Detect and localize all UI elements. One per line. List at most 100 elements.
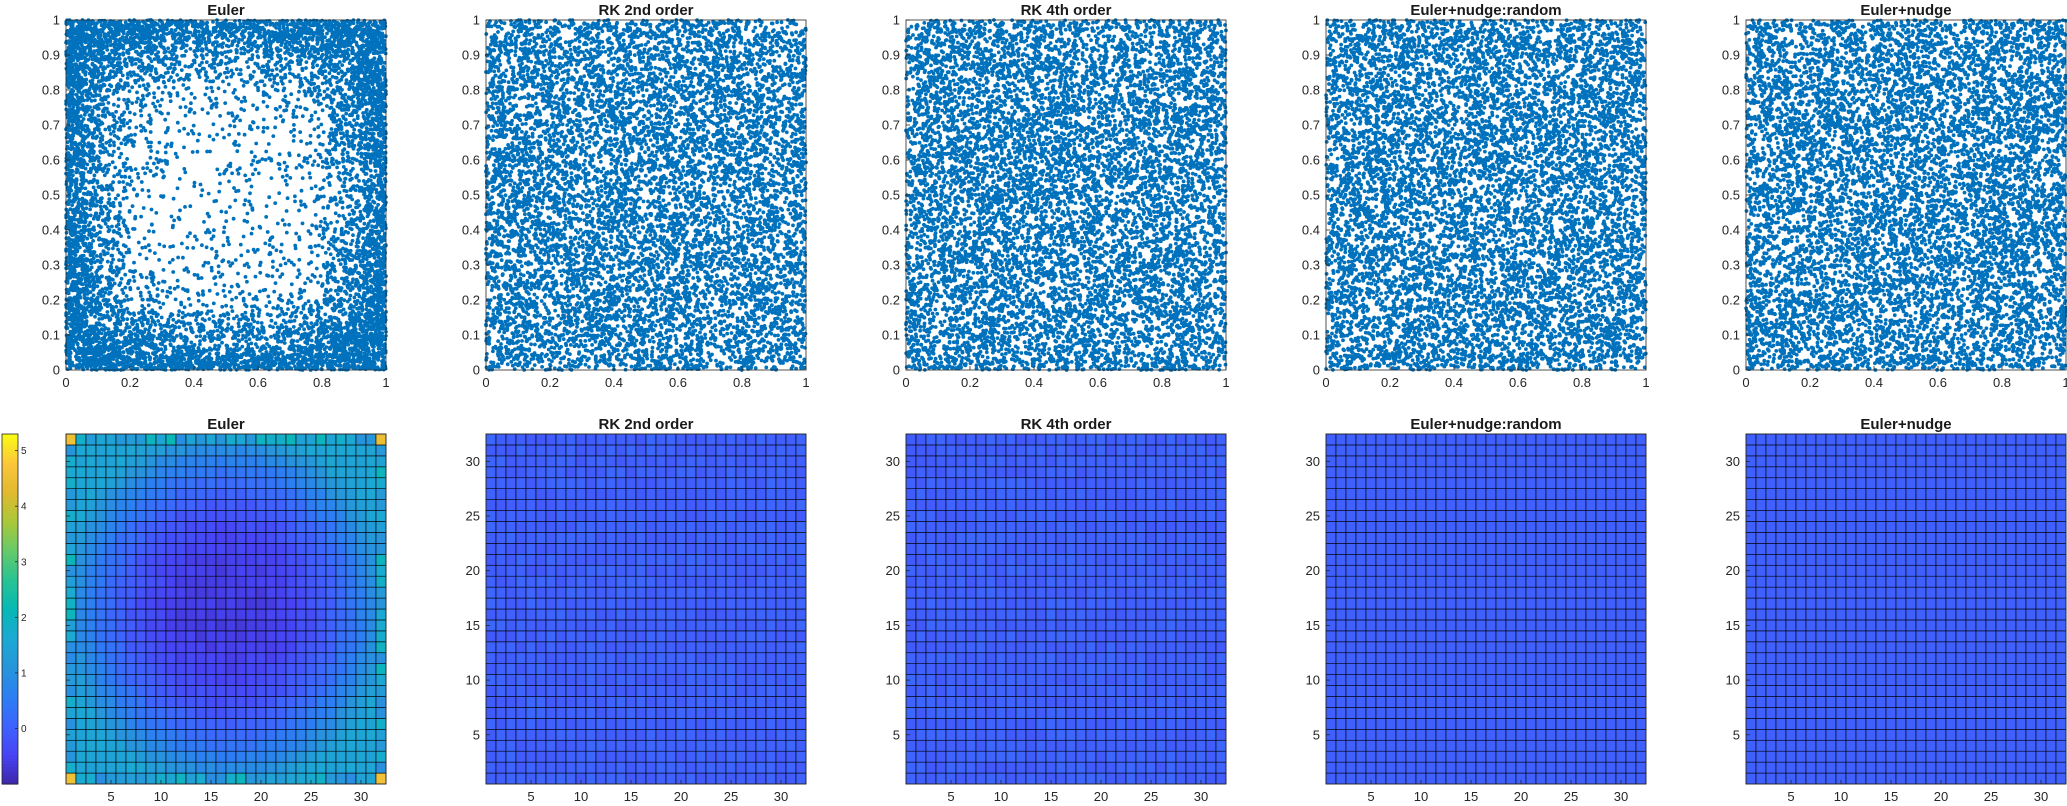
data-point: [222, 289, 226, 293]
data-point: [201, 57, 205, 61]
data-point: [85, 206, 89, 210]
data-point: [237, 172, 241, 176]
data-point: [309, 321, 313, 325]
data-point: [266, 295, 270, 299]
data-point: [360, 302, 364, 306]
data-point: [315, 267, 319, 271]
data-point: [370, 224, 374, 228]
data-point: [226, 236, 230, 240]
data-point: [147, 243, 151, 247]
data-point: [310, 223, 314, 227]
data-point: [284, 168, 288, 172]
data-point: [292, 325, 296, 329]
data-point: [141, 94, 145, 98]
data-point: [122, 189, 126, 193]
data-point: [102, 150, 106, 154]
data-point: [224, 55, 228, 59]
data-point: [172, 219, 176, 223]
panel-0-0: 0 0.2 0.4 0.6 0.8 100.10.20.30.40.50.60.70.80…: [42, 2, 390, 390]
data-point: [318, 187, 322, 191]
data-point: [177, 313, 181, 317]
data-point: [297, 55, 301, 59]
data-point: [343, 177, 347, 181]
data-point: [97, 185, 101, 189]
data-point: [304, 66, 308, 70]
data-point: [147, 229, 151, 233]
data-point: [115, 87, 119, 91]
data-point: [222, 136, 226, 140]
data-point: [244, 198, 248, 202]
data-point: [138, 84, 142, 88]
data-point: [251, 326, 255, 330]
data-point: [106, 88, 110, 92]
data-point: [211, 20, 215, 24]
data-point: [183, 64, 187, 68]
data-point: [128, 111, 132, 115]
data-point: [358, 210, 362, 214]
data-point: [159, 327, 163, 331]
data-point: [348, 61, 352, 65]
data-point: [294, 315, 298, 319]
data-point: [274, 88, 278, 92]
data-point: [238, 119, 242, 123]
data-point: [125, 322, 129, 326]
data-point: [210, 309, 214, 313]
data-point: [303, 76, 307, 80]
data-point: [152, 96, 156, 100]
data-point: [222, 230, 226, 234]
data-point: [337, 214, 341, 218]
data-point: [224, 304, 228, 308]
data-point: [285, 165, 289, 169]
data-point: [144, 137, 148, 141]
data-point: [331, 75, 335, 79]
data-point: [337, 171, 341, 175]
data-point: [106, 95, 110, 99]
data-point: [178, 177, 182, 181]
data-point: [276, 304, 280, 308]
data-point: [128, 209, 132, 213]
data-point: [267, 142, 271, 146]
data-point: [165, 295, 169, 299]
data-point: [109, 138, 113, 142]
data-point: [225, 67, 229, 71]
data-point: [316, 99, 320, 103]
data-point: [296, 275, 300, 279]
data-point: [269, 335, 273, 339]
data-point: [149, 323, 153, 327]
data-point: [148, 249, 152, 253]
data-point: [342, 189, 346, 193]
data-point: [130, 297, 134, 301]
data-point: [348, 173, 352, 177]
data-point: [325, 261, 329, 265]
data-point: [245, 280, 249, 284]
data-point: [288, 176, 292, 180]
data-point: [130, 101, 134, 105]
data-point: [305, 60, 309, 64]
data-point: [84, 187, 88, 191]
data-point: [220, 260, 224, 264]
data-point: [358, 203, 362, 207]
data-point: [379, 140, 383, 144]
data-point: [116, 104, 120, 108]
data-point: [311, 65, 315, 69]
data-point: [149, 156, 153, 160]
data-point: [318, 233, 322, 237]
data-point: [318, 224, 322, 228]
data-point: [337, 143, 341, 147]
data-point: [177, 325, 181, 329]
data-point: [254, 275, 258, 279]
data-point: [283, 223, 287, 227]
data-point: [327, 341, 331, 345]
data-point: [184, 49, 188, 53]
data-point: [187, 78, 191, 82]
data-point: [82, 192, 86, 196]
data-point: [323, 217, 327, 221]
data-point: [239, 72, 243, 76]
data-point: [92, 186, 96, 190]
data-point: [173, 287, 177, 291]
data-point: [285, 209, 289, 213]
data-point: [214, 30, 218, 34]
data-point: [214, 97, 218, 101]
data-point: [314, 184, 318, 188]
data-point: [136, 176, 140, 180]
